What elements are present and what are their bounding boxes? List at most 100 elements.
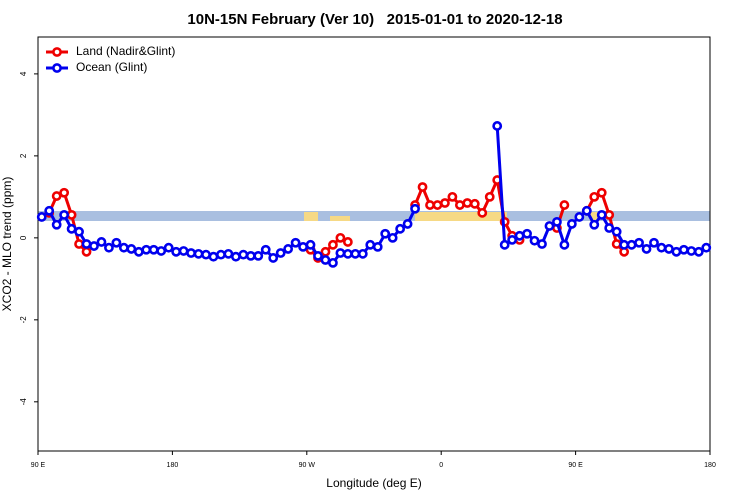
series-point — [678, 244, 689, 255]
series-point — [611, 239, 622, 249]
series-point — [171, 246, 182, 257]
series-point — [313, 250, 323, 261]
series-point — [81, 239, 92, 249]
series-point — [425, 200, 435, 210]
background-patch — [590, 212, 600, 221]
chart-title: 10N-15N February (Ver 10) 2015-01-01 to … — [187, 11, 562, 28]
series-point — [552, 216, 562, 227]
series-point — [66, 209, 77, 220]
series-point — [693, 246, 704, 257]
series-point — [499, 239, 510, 250]
series-point — [216, 249, 226, 260]
series-point — [626, 239, 637, 250]
series-point — [81, 246, 92, 257]
series-point — [454, 200, 465, 210]
series-point — [529, 235, 540, 246]
background-band — [38, 211, 710, 221]
background-patch — [415, 212, 507, 221]
series-point — [410, 203, 420, 214]
series-point — [245, 250, 256, 261]
series-point — [380, 228, 391, 239]
series-point — [59, 187, 70, 198]
series-point — [201, 249, 211, 260]
series-point — [328, 257, 338, 268]
series-point — [156, 246, 167, 256]
x-tick-label: 180 — [704, 462, 716, 469]
series-point — [89, 241, 99, 251]
series-point — [163, 242, 174, 253]
y-tick-label: 0 — [19, 235, 28, 240]
legend-label: Ocean (Glint) — [76, 60, 147, 74]
series-point — [544, 221, 555, 231]
y-tick-label: 4 — [19, 71, 28, 76]
series-point — [223, 248, 234, 259]
series-point — [447, 191, 458, 202]
series-point — [268, 253, 279, 263]
y-axis-label: XCO2 - MLO trend (ppm) — [0, 177, 14, 312]
series-point — [574, 212, 585, 222]
series-point — [432, 200, 443, 210]
series-point — [462, 198, 473, 208]
series-point — [664, 244, 674, 254]
series-point — [507, 235, 518, 245]
series-point — [395, 223, 406, 234]
series-point — [589, 219, 600, 230]
series-point — [186, 248, 196, 258]
series-point — [417, 182, 428, 192]
series-point — [686, 246, 697, 256]
series-point — [260, 244, 271, 255]
series-point — [328, 239, 338, 250]
series-point — [320, 246, 331, 257]
series-point — [290, 237, 301, 248]
series-point — [44, 205, 55, 216]
series-point — [320, 255, 331, 265]
series-point — [74, 226, 84, 237]
series-point — [440, 198, 450, 208]
series-point — [402, 219, 413, 229]
y-tick-label: -2 — [19, 316, 28, 324]
series-point — [96, 237, 107, 247]
series-point — [589, 191, 600, 202]
series-point — [148, 244, 159, 255]
series-point — [634, 237, 644, 248]
series-point — [671, 246, 682, 257]
series-point — [111, 237, 122, 248]
series-point — [283, 244, 294, 254]
x-axis-label: Longitude (deg E) — [326, 476, 421, 490]
series-point — [178, 246, 189, 256]
series-point — [357, 248, 368, 259]
series-point — [641, 244, 652, 254]
series-point — [74, 239, 84, 249]
series-point — [387, 232, 398, 243]
series-point — [514, 230, 525, 241]
series-point — [484, 191, 495, 202]
series-point — [604, 209, 615, 220]
series-point — [305, 239, 316, 250]
series-point — [104, 242, 114, 253]
series-point — [118, 242, 129, 253]
series-point — [469, 198, 480, 209]
series-point — [350, 248, 361, 259]
series-point — [66, 223, 77, 234]
series-point — [342, 237, 353, 247]
series-point — [656, 242, 667, 253]
series-point — [335, 232, 346, 243]
series-point — [701, 242, 712, 253]
series-point — [51, 219, 62, 230]
series-point — [193, 248, 204, 259]
series-point — [566, 219, 577, 229]
legend-marker — [52, 47, 62, 57]
series-point — [537, 239, 547, 249]
x-tick-label: 90 E — [31, 462, 46, 469]
series-point — [522, 228, 532, 239]
series-point — [611, 226, 622, 237]
series-point — [230, 251, 241, 262]
series-point — [604, 223, 615, 233]
series-point — [559, 239, 570, 250]
series-point — [342, 248, 353, 259]
background-patch — [304, 212, 318, 221]
series-point — [51, 191, 62, 201]
series-point — [238, 249, 249, 260]
series-point — [275, 248, 286, 258]
